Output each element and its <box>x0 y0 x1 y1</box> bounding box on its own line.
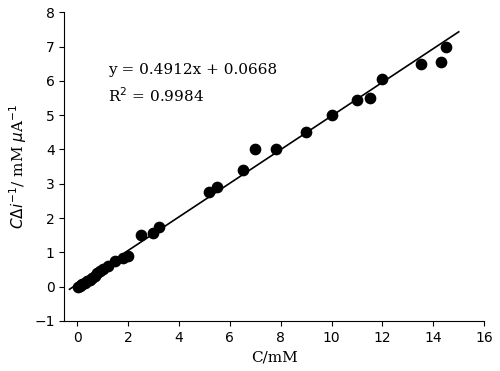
Point <box>77 282 85 288</box>
Point <box>74 283 82 289</box>
Text: y = 0.4912x + 0.0668: y = 0.4912x + 0.0668 <box>108 63 277 77</box>
Point <box>272 147 280 152</box>
Point <box>366 95 374 101</box>
Point <box>81 280 89 286</box>
Point <box>154 224 162 230</box>
Point <box>94 270 102 276</box>
Point <box>206 189 214 195</box>
Point <box>96 268 104 274</box>
Point <box>112 258 120 264</box>
Point <box>238 167 246 173</box>
Point <box>150 230 158 236</box>
Point <box>86 277 94 283</box>
Point <box>124 253 132 259</box>
Point <box>437 59 445 65</box>
Text: R$^2$ = 0.9984: R$^2$ = 0.9984 <box>108 86 204 105</box>
Point <box>251 147 259 152</box>
Point <box>136 232 144 238</box>
Point <box>353 97 361 103</box>
Point <box>84 278 92 284</box>
Point <box>328 112 336 118</box>
Point <box>213 184 221 190</box>
Point <box>378 76 386 82</box>
Point <box>78 282 86 288</box>
Y-axis label: $C\Delta i^{-1}$/ mM $\mu$A$^{-1}$: $C\Delta i^{-1}$/ mM $\mu$A$^{-1}$ <box>7 104 28 229</box>
X-axis label: C/mM: C/mM <box>251 350 298 364</box>
Point <box>302 129 310 135</box>
Point <box>76 283 84 289</box>
Point <box>91 273 99 279</box>
Point <box>119 256 127 262</box>
Point <box>88 275 96 281</box>
Point <box>416 61 424 67</box>
Point <box>442 44 450 50</box>
Point <box>98 266 106 272</box>
Point <box>104 263 112 269</box>
